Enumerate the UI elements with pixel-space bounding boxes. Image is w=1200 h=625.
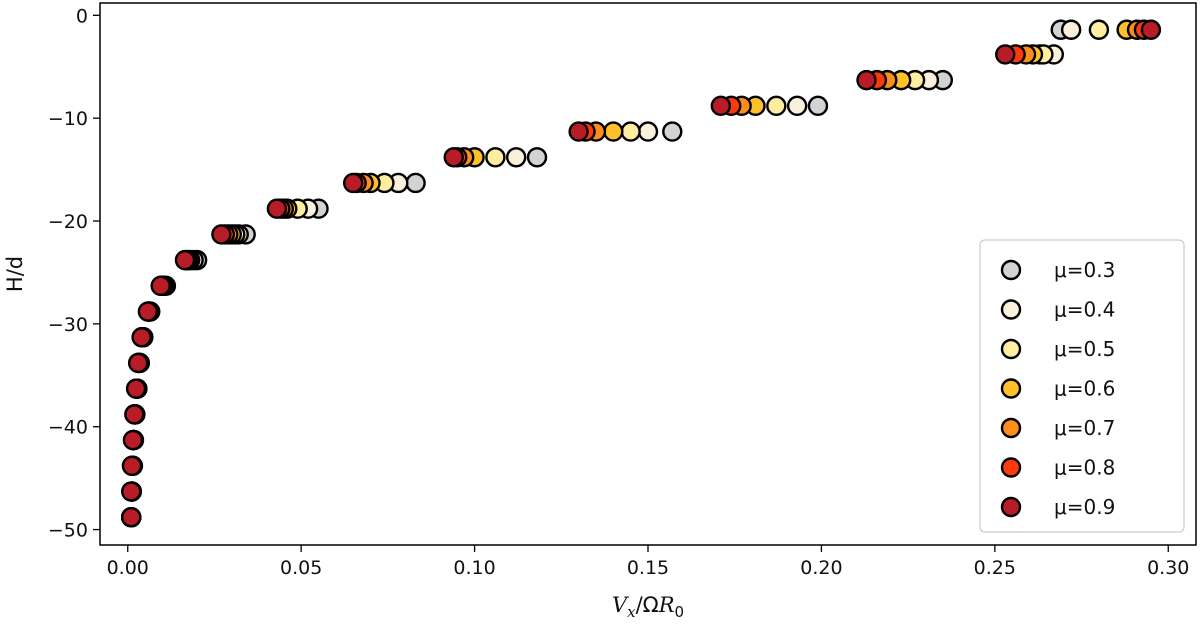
legend-marker (1000, 457, 1022, 478)
data-point (405, 172, 426, 194)
x-tick-label: 0.10 (453, 557, 495, 579)
y-axis-label: H/d (3, 256, 27, 292)
legend-item: μ=0.3 (1000, 258, 1115, 282)
data-point (568, 121, 589, 142)
data-point (127, 352, 149, 374)
x-tick-label: 0.30 (1147, 557, 1189, 579)
data-points (121, 19, 1162, 528)
data-point (807, 95, 829, 117)
series-mu-0.5 (121, 19, 1110, 528)
x-tick-label: 0.15 (627, 557, 669, 579)
y-tick-label: −20 (48, 211, 88, 233)
legend-item: μ=0.5 (1000, 337, 1115, 361)
data-point (174, 249, 196, 271)
legend-marker (1000, 417, 1022, 439)
legend-item: μ=0.8 (1000, 456, 1115, 480)
data-point (137, 301, 159, 322)
data-point (662, 121, 683, 142)
data-point (1088, 19, 1110, 40)
data-point (766, 95, 787, 117)
legend-item: μ=0.7 (1000, 416, 1115, 440)
y-tick-label: 0 (76, 5, 88, 27)
data-point (506, 147, 527, 168)
legend-label: μ=0.7 (1054, 416, 1115, 440)
data-point (1060, 19, 1082, 40)
data-point (125, 378, 147, 399)
legend-marker (1000, 259, 1022, 281)
data-point (121, 455, 143, 477)
legend-label: μ=0.4 (1054, 298, 1115, 322)
data-point (710, 95, 732, 117)
data-point (342, 172, 364, 194)
data-point (995, 44, 1016, 65)
y-tick-label: −10 (48, 108, 88, 130)
legend-label: μ=0.8 (1054, 456, 1115, 480)
data-point (211, 224, 232, 245)
x-tick-label: 0.00 (107, 557, 149, 579)
x-tick-label: 0.25 (974, 557, 1016, 579)
legend-label: μ=0.5 (1054, 337, 1115, 361)
data-point (526, 147, 548, 168)
y-tick-label: −30 (48, 314, 88, 336)
legend-marker (1000, 378, 1022, 399)
data-point (122, 429, 144, 451)
legend: μ=0.3 μ=0.4 μ=0.5 μ=0.6 μ=0.7 μ=0.8 μ=0.9 (979, 239, 1185, 533)
series-mu-0.9 (121, 19, 1162, 528)
legend-label: μ=0.9 (1054, 495, 1115, 519)
data-point (603, 121, 624, 142)
legend-marker (1000, 299, 1022, 320)
data-point (266, 198, 288, 219)
y-tick-label: −50 (48, 520, 88, 542)
legend-item: μ=0.6 (1000, 377, 1115, 401)
x-axis: 0.00 0.05 0.10 0.15 0.20 0.25 0.30 (107, 545, 1189, 579)
y-tick-label: −40 (48, 417, 88, 439)
data-point (620, 121, 641, 142)
x-tick-label: 0.20 (800, 557, 842, 579)
data-point (1140, 19, 1162, 40)
legend-marker (1000, 338, 1022, 360)
data-point (124, 404, 145, 425)
y-axis: 0 −10 −20 −30 −40 −50 (48, 5, 100, 542)
series-mu-0.4 (121, 19, 1082, 528)
legend-frame (979, 239, 1185, 533)
legend-item: μ=0.9 (1000, 495, 1115, 519)
legend-label: μ=0.6 (1054, 377, 1115, 401)
data-point (637, 121, 659, 142)
legend-label: μ=0.3 (1054, 258, 1115, 282)
data-point (121, 507, 142, 528)
x-tick-label: 0.05 (280, 557, 322, 579)
data-point (856, 69, 877, 91)
data-point (150, 275, 171, 297)
data-point (443, 147, 464, 168)
data-point (131, 327, 152, 348)
data-point (485, 147, 506, 168)
legend-marker (1000, 496, 1022, 518)
x-axis-label: Vx/ΩR0 (612, 593, 684, 621)
data-point (121, 481, 142, 502)
series-mu-0.3 (121, 19, 1071, 528)
legend-item: μ=0.4 (1000, 298, 1115, 322)
data-point (786, 95, 808, 117)
